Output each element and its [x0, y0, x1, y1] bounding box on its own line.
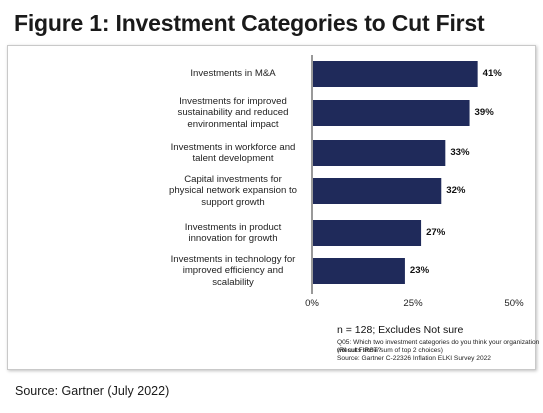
survey-source-note: Source: Gartner C-22326 Inflation ELKI S…	[337, 355, 491, 362]
bar	[313, 178, 442, 204]
source-caption: Source: Gartner (July 2022)	[15, 384, 170, 398]
category-label-line: talent development	[192, 153, 274, 164]
category-label: Investments in M&A	[165, 68, 301, 80]
bar-value-label: 41%	[482, 68, 502, 79]
bar	[313, 140, 446, 166]
question-note: Q05: Which two investment categories do …	[337, 339, 540, 354]
category-label-line: scalability	[212, 276, 254, 288]
category-label-line: innovation for growth	[188, 233, 278, 244]
category-label: Capital investments for physical network …	[165, 174, 301, 209]
bar-value-label: 32%	[446, 185, 466, 196]
category-label: Investments in workforce and talent devel…	[165, 142, 301, 165]
category-label-line: Investments for improved	[179, 95, 287, 107]
category-label-line: environmental impact	[187, 118, 279, 130]
x-tick-label: 0%	[305, 298, 319, 309]
category-label: Investments in product innovation for gro…	[165, 222, 301, 245]
category-label: Investments in technology for improved ef…	[165, 254, 301, 289]
results-note: (Results show sum of top 2 choices)	[337, 347, 443, 354]
category-label-line: support growth	[201, 196, 265, 208]
bar	[313, 258, 405, 284]
x-tick-label: 25%	[403, 298, 423, 309]
sample-note: n = 128; Excludes Not sure	[337, 324, 464, 336]
category-label-line: Investments in workforce and	[170, 141, 296, 153]
figure-title: Figure 1: Investment Categories to Cut F…	[14, 10, 485, 36]
bar-value-label: 33%	[450, 147, 470, 158]
category-label-line: Investments in technology for	[170, 253, 296, 265]
bar-value-label: 23%	[409, 265, 430, 276]
category-label-line: Investments in M&A	[190, 68, 276, 80]
bar	[313, 100, 470, 126]
chart-panel	[7, 45, 536, 370]
bar-value-label: 27%	[426, 227, 446, 238]
bar-value-label: 39%	[474, 107, 494, 118]
category-label-line: physical network expansion to	[169, 185, 297, 197]
bar	[313, 220, 422, 246]
category-label-line: Investments in product	[184, 221, 282, 233]
category-label-line: sustainability and reduced	[177, 107, 289, 119]
category-label: Investments for improved sustainability a…	[165, 96, 301, 131]
bar	[313, 61, 478, 87]
category-label-line: Capital investments for	[184, 173, 282, 185]
x-tick-label: 50%	[504, 298, 524, 309]
category-label-line: improved efficiency and	[182, 265, 284, 277]
